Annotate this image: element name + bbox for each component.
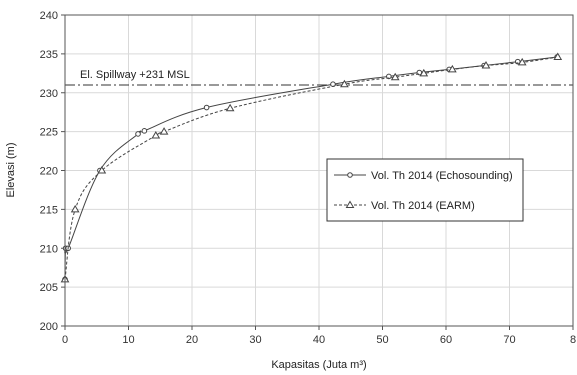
data-point-circle — [135, 131, 141, 137]
data-point-triangle — [481, 61, 491, 69]
data-point-triangle — [97, 166, 107, 174]
x-axis-title: Kapasitas (Juta m³) — [271, 359, 366, 371]
legend-marker-earm — [345, 200, 355, 208]
y-axis-ticks: 200 205 210 215 220 225 230 235 240 — [40, 10, 65, 333]
y-tick-label: 230 — [40, 88, 58, 100]
y-tick-label: 200 — [40, 321, 58, 333]
x-tick-label: 10 — [122, 334, 134, 346]
legend-label-earm: Vol. Th 2014 (EARM) — [371, 200, 475, 212]
x-tick-label: 0 — [62, 334, 68, 346]
plot-border — [64, 14, 574, 327]
x-tick-label: 20 — [186, 334, 198, 346]
x-tick-label: 30 — [249, 334, 261, 346]
legend-box — [326, 158, 524, 222]
data-point-triangle — [553, 52, 563, 60]
spillway-annotation: El. Spillway +231 MSL — [80, 69, 190, 81]
data-point-triangle — [70, 204, 80, 213]
data-point-circle — [386, 73, 392, 80]
y-tick-label: 210 — [40, 243, 58, 255]
x-axis-ticks: 0 10 20 30 40 50 60 70 8 — [62, 326, 576, 346]
data-point-triangle — [151, 131, 161, 139]
x-tick-label: 70 — [503, 334, 515, 346]
series-layer — [60, 52, 563, 283]
legend-label-echosounding: Vol. Th 2014 (Echosounding) — [371, 170, 513, 182]
y-tick-label: 220 — [40, 166, 58, 178]
x-tick-label: 50 — [376, 334, 388, 346]
data-point-triangle — [340, 79, 349, 88]
y-tick-label: 235 — [40, 49, 58, 61]
legend: Vol. Th 2014 (Echosounding) Vol. Th 2014… — [326, 158, 524, 222]
data-point-circle — [141, 128, 148, 134]
legend-marker-echosounding — [347, 172, 353, 178]
y-tick-label: 240 — [40, 10, 58, 22]
x-tick-label: 8 — [570, 334, 576, 346]
data-point-triangle — [419, 68, 429, 77]
data-point-triangle — [517, 57, 527, 66]
y-axis-title: Elevasi (m) — [5, 142, 17, 197]
y-tick-label: 215 — [40, 204, 58, 216]
y-tick-label: 225 — [40, 127, 58, 139]
data-point-triangle — [225, 103, 235, 112]
x-tick-label: 40 — [313, 334, 325, 346]
x-tick-label: 60 — [440, 334, 452, 346]
y-tick-label: 205 — [40, 282, 58, 294]
data-point-triangle — [447, 64, 457, 73]
data-point-triangle — [390, 72, 400, 81]
data-point-triangle — [159, 127, 169, 135]
data-point-circle — [203, 104, 210, 111]
